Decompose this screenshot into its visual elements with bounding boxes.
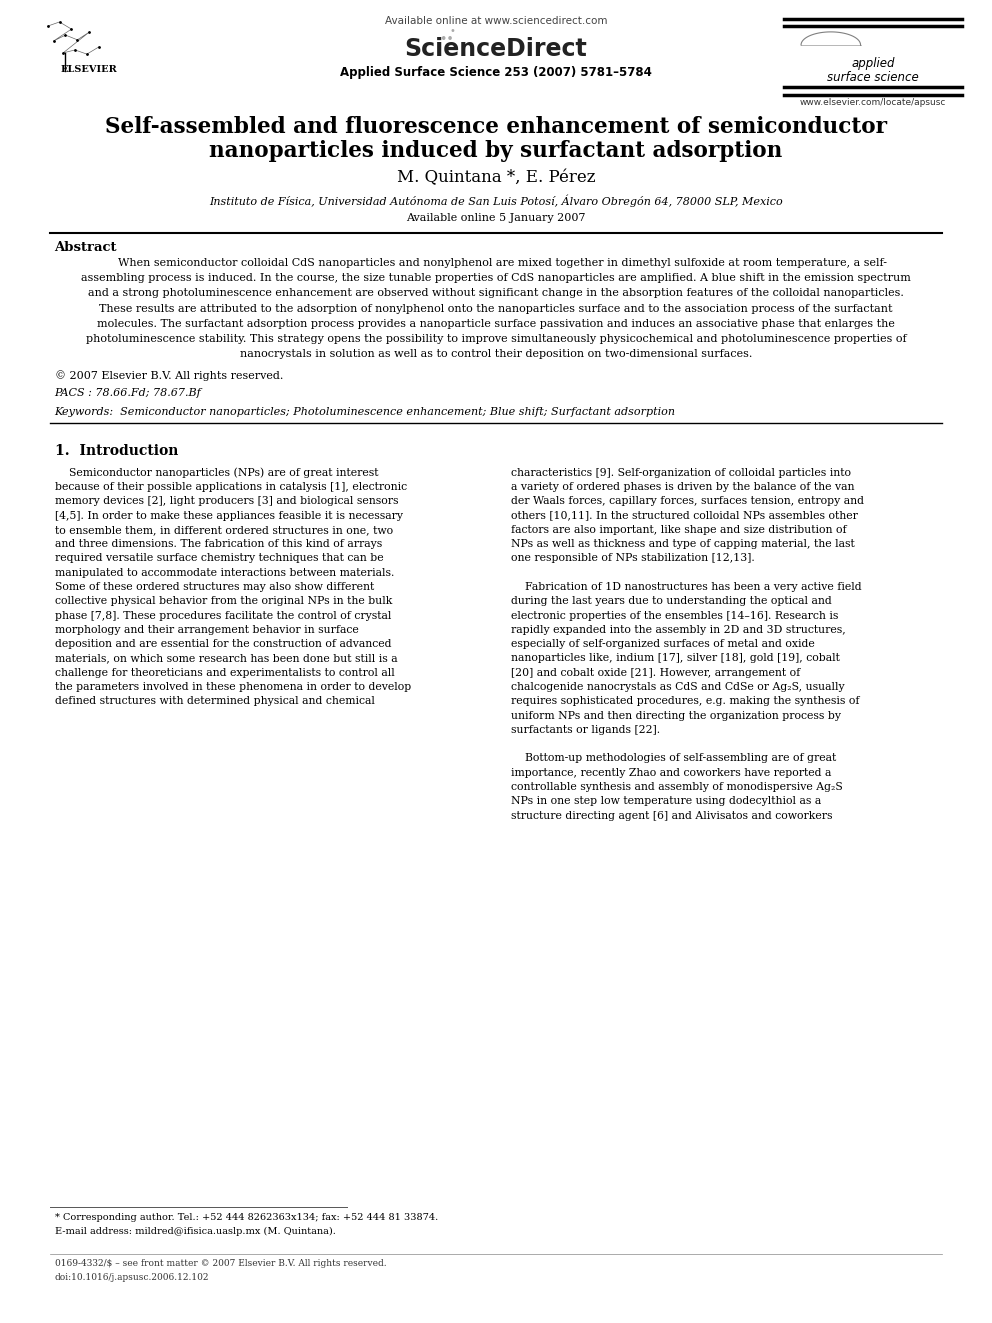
- Text: electronic properties of the ensembles [14–16]. Research is: electronic properties of the ensembles […: [511, 611, 838, 620]
- Text: 1.  Introduction: 1. Introduction: [55, 443, 178, 458]
- Text: and a strong photoluminescence enhancement are observed without significant chan: and a strong photoluminescence enhanceme…: [88, 288, 904, 299]
- Text: morphology and their arrangement behavior in surface: morphology and their arrangement behavio…: [55, 624, 358, 635]
- Text: assembling process is induced. In the course, the size tunable properties of CdS: assembling process is induced. In the co…: [81, 273, 911, 283]
- Text: PACS : 78.66.Fd; 78.67.Bf: PACS : 78.66.Fd; 78.67.Bf: [55, 388, 201, 398]
- Text: [20] and cobalt oxide [21]. However, arrangement of: [20] and cobalt oxide [21]. However, arr…: [511, 668, 801, 677]
- Text: because of their possible applications in catalysis [1], electronic: because of their possible applications i…: [55, 482, 407, 492]
- Text: Keywords:  Semiconductor nanoparticles; Photoluminescence enhancement; Blue shif: Keywords: Semiconductor nanoparticles; P…: [55, 406, 676, 417]
- Text: the parameters involved in these phenomena in order to develop: the parameters involved in these phenome…: [55, 683, 411, 692]
- Text: © 2007 Elsevier B.V. All rights reserved.: © 2007 Elsevier B.V. All rights reserved…: [55, 369, 283, 381]
- Text: 0169-4332/$ – see front matter © 2007 Elsevier B.V. All rights reserved.: 0169-4332/$ – see front matter © 2007 El…: [55, 1259, 386, 1269]
- Text: structure directing agent [6] and Alivisatos and coworkers: structure directing agent [6] and Alivis…: [511, 811, 832, 820]
- Text: especially of self-organized surfaces of metal and oxide: especially of self-organized surfaces of…: [511, 639, 814, 650]
- Text: nanocrystals in solution as well as to control their deposition on two-dimension: nanocrystals in solution as well as to c…: [240, 349, 752, 360]
- Text: When semiconductor colloidal CdS nanoparticles and nonylphenol are mixed togethe: When semiconductor colloidal CdS nanopar…: [104, 258, 888, 269]
- Text: during the last years due to understanding the optical and: during the last years due to understandi…: [511, 597, 831, 606]
- Text: defined structures with determined physical and chemical: defined structures with determined physi…: [55, 696, 374, 706]
- Text: ELSEVIER: ELSEVIER: [61, 65, 118, 74]
- Text: nanoparticles like, indium [17], silver [18], gold [19], cobalt: nanoparticles like, indium [17], silver …: [511, 654, 840, 663]
- Text: deposition and are essential for the construction of advanced: deposition and are essential for the con…: [55, 639, 391, 650]
- Text: importance, recently Zhao and coworkers have reported a: importance, recently Zhao and coworkers …: [511, 767, 831, 778]
- Text: factors are also important, like shape and size distribution of: factors are also important, like shape a…: [511, 525, 846, 534]
- Text: •: •: [449, 26, 455, 37]
- Text: challenge for theoreticians and experimentalists to control all: challenge for theoreticians and experime…: [55, 668, 394, 677]
- Text: phase [7,8]. These procedures facilitate the control of crystal: phase [7,8]. These procedures facilitate…: [55, 611, 391, 620]
- Text: characteristics [9]. Self-organization of colloidal particles into: characteristics [9]. Self-organization o…: [511, 467, 851, 478]
- Text: one responsible of NPs stabilization [12,13].: one responsible of NPs stabilization [12…: [511, 553, 755, 564]
- Text: ScienceDirect: ScienceDirect: [405, 37, 587, 61]
- Text: a variety of ordered phases is driven by the balance of the van: a variety of ordered phases is driven by…: [511, 482, 854, 492]
- Text: These results are attributed to the adsorption of nonylphenol onto the nanoparti: These results are attributed to the adso…: [99, 303, 893, 314]
- Text: collective physical behavior from the original NPs in the bulk: collective physical behavior from the or…: [55, 597, 392, 606]
- Text: M. Quintana *, E. Pérez: M. Quintana *, E. Pérez: [397, 169, 595, 187]
- Text: photoluminescence stability. This strategy opens the possibility to improve simu: photoluminescence stability. This strate…: [85, 333, 907, 344]
- Text: memory devices [2], light producers [3] and biological sensors: memory devices [2], light producers [3] …: [55, 496, 398, 507]
- Text: Semiconductor nanoparticles (NPs) are of great interest: Semiconductor nanoparticles (NPs) are of…: [55, 467, 378, 478]
- Text: Bottom-up methodologies of self-assembling are of great: Bottom-up methodologies of self-assembli…: [511, 753, 836, 763]
- Text: materials, on which some research has been done but still is a: materials, on which some research has be…: [55, 654, 397, 663]
- Text: Applied Surface Science 253 (2007) 5781–5784: Applied Surface Science 253 (2007) 5781–…: [340, 66, 652, 79]
- Text: E-mail address: mildred@ifisica.uaslp.mx (M. Quintana).: E-mail address: mildred@ifisica.uaslp.mx…: [55, 1226, 335, 1236]
- Text: molecules. The surfactant adsorption process provides a nanoparticle surface pas: molecules. The surfactant adsorption pro…: [97, 319, 895, 329]
- Text: Instituto de Física, Universidad Autónoma de San Luis Potosí, Álvaro Obregón 64,: Instituto de Física, Universidad Autónom…: [209, 194, 783, 206]
- Text: controllable synthesis and assembly of monodispersive Ag₂S: controllable synthesis and assembly of m…: [511, 782, 842, 792]
- Text: Abstract: Abstract: [55, 241, 117, 254]
- Text: surfactants or ligands [22].: surfactants or ligands [22].: [511, 725, 660, 734]
- Text: rapidly expanded into the assembly in 2D and 3D structures,: rapidly expanded into the assembly in 2D…: [511, 624, 845, 635]
- Text: manipulated to accommodate interactions between materials.: manipulated to accommodate interactions …: [55, 568, 394, 578]
- Text: der Waals forces, capillary forces, surfaces tension, entropy and: der Waals forces, capillary forces, surf…: [511, 496, 864, 507]
- Text: others [10,11]. In the structured colloidal NPs assembles other: others [10,11]. In the structured colloi…: [511, 511, 858, 520]
- Text: NPs as well as thickness and type of capping material, the last: NPs as well as thickness and type of cap…: [511, 538, 855, 549]
- Text: applied: applied: [851, 57, 895, 70]
- Text: NPs in one step low temperature using dodecylthiol as a: NPs in one step low temperature using do…: [511, 796, 821, 806]
- Text: to ensemble them, in different ordered structures in one, two: to ensemble them, in different ordered s…: [55, 525, 393, 534]
- Text: Available online 5 January 2007: Available online 5 January 2007: [407, 213, 585, 224]
- Text: ••: ••: [439, 33, 454, 46]
- Text: Available online at www.sciencedirect.com: Available online at www.sciencedirect.co…: [385, 16, 607, 26]
- Text: www.elsevier.com/locate/apsusc: www.elsevier.com/locate/apsusc: [800, 98, 946, 107]
- Text: doi:10.1016/j.apsusc.2006.12.102: doi:10.1016/j.apsusc.2006.12.102: [55, 1273, 209, 1282]
- Text: Some of these ordered structures may also show different: Some of these ordered structures may als…: [55, 582, 374, 591]
- Text: surface science: surface science: [827, 71, 919, 85]
- Text: [4,5]. In order to make these appliances feasible it is necessary: [4,5]. In order to make these appliances…: [55, 511, 403, 520]
- Text: * Corresponding author. Tel.: +52 444 8262363x134; fax: +52 444 81 33874.: * Corresponding author. Tel.: +52 444 82…: [55, 1213, 437, 1222]
- Text: requires sophisticated procedures, e.g. making the synthesis of: requires sophisticated procedures, e.g. …: [511, 696, 859, 706]
- Text: Fabrication of 1D nanostructures has been a very active field: Fabrication of 1D nanostructures has bee…: [511, 582, 861, 591]
- Text: uniform NPs and then directing the organization process by: uniform NPs and then directing the organ…: [511, 710, 841, 721]
- Text: Self-assembled and fluorescence enhancement of semiconductor: Self-assembled and fluorescence enhancem…: [105, 116, 887, 139]
- Text: nanoparticles induced by surfactant adsorption: nanoparticles induced by surfactant adso…: [209, 140, 783, 163]
- Text: chalcogenide nanocrystals as CdS and CdSe or Ag₂S, usually: chalcogenide nanocrystals as CdS and CdS…: [511, 683, 844, 692]
- Text: and three dimensions. The fabrication of this kind of arrays: and three dimensions. The fabrication of…: [55, 538, 382, 549]
- Text: required versatile surface chemistry techniques that can be: required versatile surface chemistry tec…: [55, 553, 383, 564]
